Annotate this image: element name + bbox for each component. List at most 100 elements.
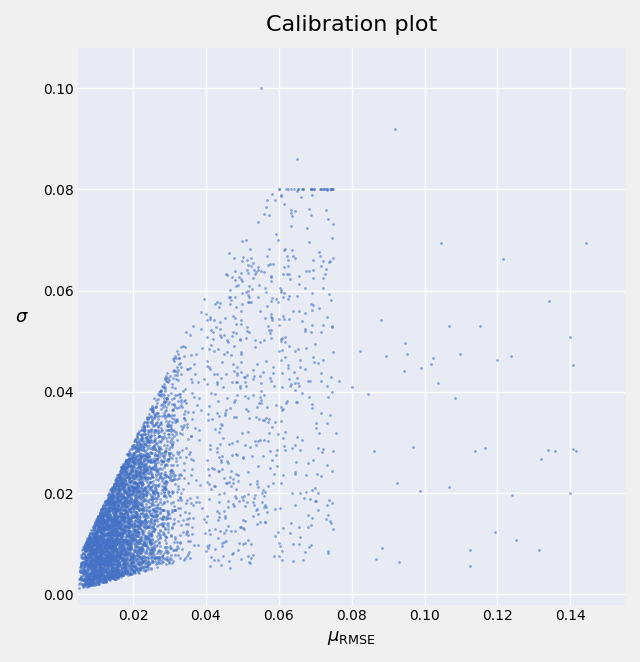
Point: [79, 545, 90, 556]
Point: [137, 492, 147, 502]
Point: [109, 565, 119, 576]
Point: [79, 580, 90, 591]
Point: [307, 184, 317, 195]
Point: [100, 567, 111, 577]
Point: [157, 480, 167, 491]
Point: [96, 514, 106, 525]
Point: [130, 529, 140, 540]
Point: [78, 557, 88, 567]
Point: [111, 551, 121, 562]
Point: [92, 573, 102, 583]
Point: [241, 381, 251, 391]
Point: [262, 250, 273, 261]
Point: [91, 535, 101, 545]
Point: [81, 569, 92, 579]
Point: [122, 559, 132, 570]
Point: [130, 501, 140, 512]
Point: [111, 542, 121, 553]
Point: [153, 389, 163, 399]
Point: [137, 504, 147, 514]
Point: [135, 488, 145, 498]
Point: [111, 481, 121, 491]
Point: [147, 444, 157, 454]
Point: [95, 513, 105, 524]
Point: [91, 565, 101, 575]
Point: [111, 514, 122, 525]
Point: [124, 449, 134, 460]
Point: [129, 486, 139, 496]
Point: [125, 557, 136, 568]
Point: [94, 517, 104, 528]
Point: [125, 494, 135, 504]
Point: [220, 528, 230, 539]
Point: [100, 500, 110, 511]
Point: [121, 476, 131, 487]
Point: [124, 455, 134, 466]
Point: [103, 502, 113, 512]
Point: [86, 533, 96, 544]
Point: [133, 517, 143, 528]
Point: [253, 482, 263, 493]
Point: [163, 521, 173, 532]
Point: [110, 502, 120, 513]
Point: [124, 526, 134, 536]
Point: [289, 469, 300, 479]
Point: [262, 507, 272, 518]
Point: [89, 532, 99, 543]
Point: [97, 518, 107, 529]
Point: [85, 577, 95, 587]
Point: [151, 465, 161, 476]
Point: [133, 527, 143, 538]
Point: [109, 510, 120, 520]
Point: [102, 559, 112, 569]
Point: [162, 513, 172, 524]
Point: [109, 516, 120, 526]
Point: [170, 505, 180, 516]
Point: [83, 537, 93, 547]
Point: [114, 485, 124, 495]
Point: [117, 484, 127, 495]
Point: [125, 520, 136, 531]
Point: [95, 532, 106, 543]
Point: [228, 547, 238, 558]
Point: [110, 542, 120, 553]
Point: [89, 538, 99, 549]
Point: [154, 557, 164, 568]
Point: [115, 560, 125, 571]
Point: [124, 526, 134, 537]
Point: [135, 512, 145, 523]
Point: [303, 376, 314, 387]
Point: [111, 564, 121, 575]
Point: [87, 551, 97, 561]
Point: [301, 223, 312, 234]
Point: [114, 565, 124, 575]
Point: [128, 449, 138, 459]
Point: [115, 471, 125, 482]
Point: [113, 502, 123, 513]
Point: [107, 562, 117, 573]
Point: [135, 533, 145, 544]
Point: [91, 535, 101, 545]
Point: [115, 535, 125, 545]
Point: [152, 541, 162, 551]
Point: [129, 566, 140, 577]
Point: [87, 578, 97, 589]
Point: [106, 528, 116, 539]
Point: [160, 383, 170, 394]
Point: [104, 518, 115, 529]
Point: [115, 557, 125, 568]
Point: [263, 436, 273, 446]
Point: [165, 473, 175, 483]
Point: [118, 554, 129, 565]
Point: [100, 573, 110, 584]
Point: [294, 271, 304, 281]
Point: [170, 532, 180, 543]
Point: [101, 543, 111, 553]
Point: [154, 442, 164, 453]
Point: [127, 442, 137, 453]
Point: [119, 502, 129, 513]
Point: [93, 576, 103, 587]
Point: [127, 457, 138, 467]
Point: [106, 567, 116, 577]
Point: [129, 518, 140, 528]
